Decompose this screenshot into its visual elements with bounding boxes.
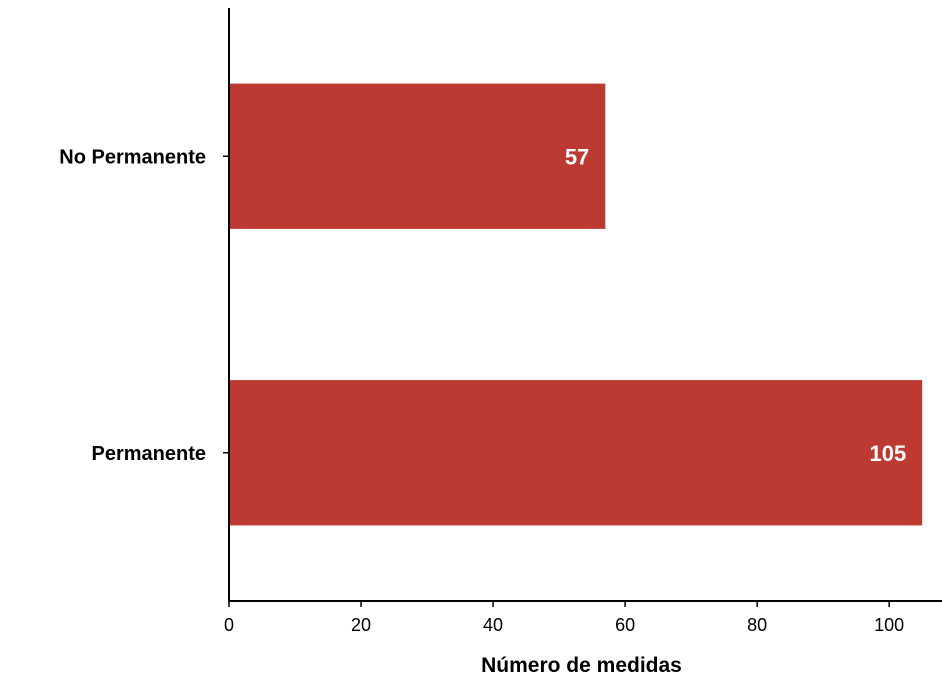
x-axis-ticks-group: 0 20 40 60 80 100 bbox=[224, 601, 904, 635]
category-label: Permanente bbox=[92, 443, 207, 465]
bar-value-label: 57 bbox=[565, 144, 589, 169]
x-tick-label: 100 bbox=[874, 615, 904, 635]
bars-group bbox=[229, 83, 923, 526]
bar bbox=[229, 83, 606, 229]
y-axis-ticks-group: No Permanente Permanente bbox=[59, 146, 229, 465]
x-axis-title: Número de medidas bbox=[481, 654, 682, 677]
data-labels-group: 57 105 bbox=[565, 144, 906, 466]
x-tick-label: 60 bbox=[615, 615, 635, 635]
x-tick-label: 40 bbox=[483, 615, 503, 635]
x-tick-label: 80 bbox=[747, 615, 767, 635]
x-tick-label: 20 bbox=[351, 615, 371, 635]
bar-value-label: 105 bbox=[869, 441, 906, 466]
bar bbox=[229, 380, 923, 526]
category-label: No Permanente bbox=[59, 146, 206, 168]
x-tick-label: 0 bbox=[224, 615, 234, 635]
